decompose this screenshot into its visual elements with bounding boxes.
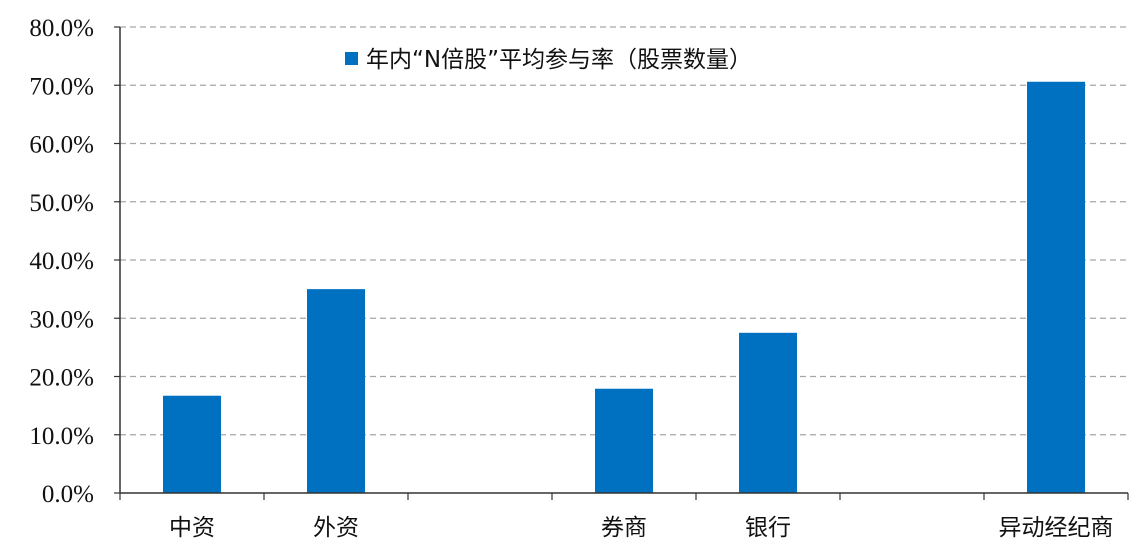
y-tick-label: 20.0% [29, 365, 94, 392]
bar [1027, 81, 1085, 493]
y-tick-label: 0.0% [42, 481, 94, 508]
y-tick-label: 80.0% [29, 15, 94, 42]
y-tick-label: 30.0% [29, 306, 94, 333]
gridlines [120, 26, 1128, 436]
x-category-label: 外资 [313, 515, 359, 541]
y-tick-label: 60.0% [29, 132, 94, 159]
bar [739, 332, 797, 493]
bar [163, 395, 221, 493]
bar [595, 388, 653, 493]
x-axis-category-labels: 中资 外资 券商 银行 异动经纪商 [169, 515, 1114, 541]
x-category-label: 异动经纪商 [999, 515, 1114, 541]
y-axis-tick-labels: 0.0% 10.0% 20.0% 30.0% 40.0% 50.0% 60.0% 70.0% 8… [29, 15, 94, 508]
legend: 年内“N倍股”平均参与率（股票数量） [345, 47, 752, 73]
legend-label: 年内“N倍股”平均参与率（股票数量） [366, 47, 752, 73]
axes [114, 26, 1129, 500]
bar [307, 289, 365, 493]
x-category-label: 中资 [169, 515, 215, 541]
y-tick-label: 10.0% [29, 423, 94, 450]
x-category-label: 银行 [745, 515, 791, 541]
y-tick-label: 40.0% [29, 248, 94, 275]
legend-swatch [345, 52, 358, 65]
y-tick-label: 70.0% [29, 73, 94, 100]
bars [163, 81, 1085, 493]
y-tick-label: 50.0% [29, 190, 94, 217]
x-category-label: 券商 [601, 515, 647, 541]
